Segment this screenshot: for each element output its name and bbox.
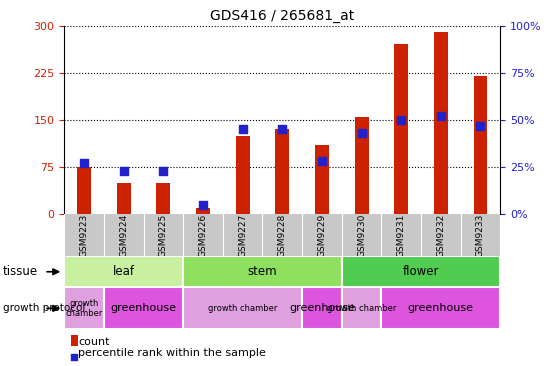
Text: stem: stem [248,265,277,278]
Bar [117,183,131,214]
Text: percentile rank within the sample: percentile rank within the sample [78,348,266,358]
Text: growth chamber: growth chamber [208,304,277,313]
Text: GSM9226: GSM9226 [198,213,207,257]
Bar [473,76,487,214]
Text: GSM9225: GSM9225 [159,213,168,257]
Bar [183,287,302,329]
Bar [302,287,342,329]
Bar [434,32,448,214]
Text: count: count [78,337,110,347]
Bar [381,287,500,329]
Point [476,123,485,128]
Bar [315,145,329,214]
Bar [354,117,368,214]
Point [437,113,446,119]
Bar [77,167,91,214]
Text: GSM9229: GSM9229 [318,213,326,257]
Bar [157,183,170,214]
Point [238,126,247,132]
Point [278,126,287,132]
Bar [183,256,342,287]
Text: greenhouse: greenhouse [408,303,474,313]
Text: GSM9231: GSM9231 [397,213,406,257]
Text: GSM9233: GSM9233 [476,213,485,257]
Bar [394,44,408,214]
Point [119,168,128,174]
Point [159,168,168,174]
Text: flower: flower [403,265,439,278]
Text: greenhouse: greenhouse [289,303,355,313]
Bar [64,287,104,329]
Text: growth
chamber: growth chamber [65,299,103,318]
Bar [342,256,500,287]
Text: leaf: leaf [113,265,135,278]
Text: growth protocol: growth protocol [3,303,85,313]
Text: GSM9228: GSM9228 [278,213,287,257]
Text: tissue: tissue [3,265,38,278]
Bar [104,287,183,329]
Text: greenhouse: greenhouse [111,303,177,313]
Text: GSM9224: GSM9224 [119,214,128,257]
Bar [71,335,78,346]
Text: GSM9223: GSM9223 [79,213,89,257]
Bar [342,287,381,329]
Point [70,354,79,360]
Bar [276,129,289,214]
Bar [196,208,210,214]
Text: GSM9227: GSM9227 [238,213,247,257]
Point [79,160,88,166]
Title: GDS416 / 265681_at: GDS416 / 265681_at [210,9,354,23]
Point [198,202,207,208]
Text: GSM9230: GSM9230 [357,213,366,257]
Point [397,117,406,123]
Bar [64,256,183,287]
Point [357,130,366,136]
Text: growth chamber: growth chamber [327,304,396,313]
Text: GSM9232: GSM9232 [437,213,446,257]
Point [318,158,326,164]
Bar [236,135,249,214]
